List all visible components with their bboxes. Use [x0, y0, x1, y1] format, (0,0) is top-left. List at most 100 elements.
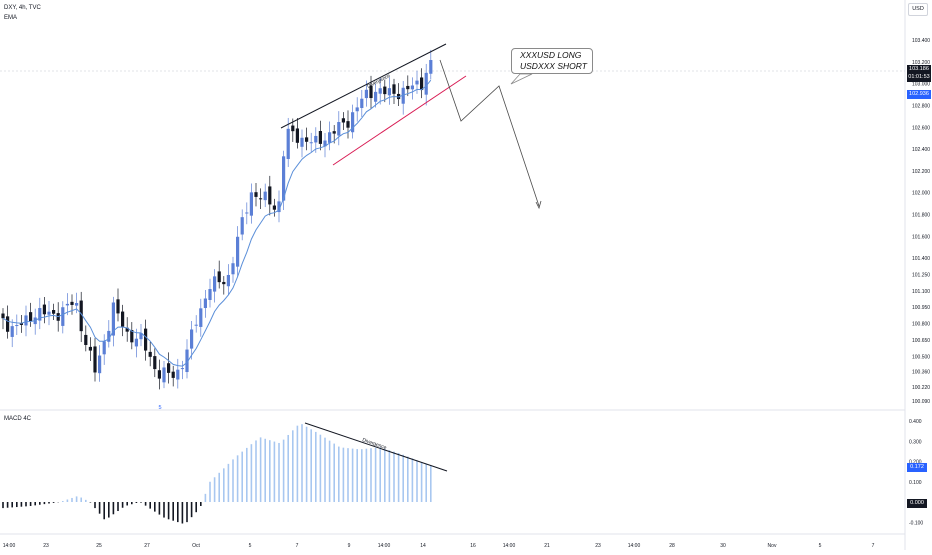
candle-down	[346, 121, 350, 128]
candle-up	[203, 298, 207, 308]
candle-down	[52, 310, 56, 314]
time-tick-label: 5	[819, 543, 822, 549]
callout-pointer	[510, 73, 533, 85]
candle-down	[88, 346, 92, 351]
time-tick-label: 23	[43, 543, 49, 549]
candle-up	[282, 156, 286, 201]
time-tick-label: 5	[249, 543, 252, 549]
candle-up	[139, 333, 143, 340]
candle-up	[328, 132, 332, 143]
candle-down	[259, 198, 263, 200]
candle-up	[162, 367, 166, 383]
candle-down	[70, 301, 74, 305]
candle-down	[268, 186, 272, 205]
price-tick-label: 102.600	[912, 125, 930, 131]
candle-down	[291, 125, 295, 132]
candle-down	[332, 131, 336, 134]
candle-up	[351, 112, 355, 133]
time-tick-label: 9	[348, 543, 351, 549]
candle-up	[314, 135, 318, 143]
candle-up	[61, 307, 65, 326]
candle-down	[125, 327, 129, 332]
candle-up	[337, 122, 341, 136]
candle-down	[84, 334, 88, 345]
divergence-trendline-macd	[304, 422, 448, 472]
day-marker-label: 5	[158, 405, 161, 411]
price-tick-label: 102.000	[912, 191, 930, 197]
candle-down	[121, 311, 125, 327]
trade-note-line-2: USDXXX SHORT	[520, 61, 587, 71]
candle-up	[374, 91, 378, 102]
candle-down	[116, 299, 120, 314]
candle-up	[249, 192, 253, 216]
time-tick-label: 30	[720, 543, 726, 549]
candle-up	[185, 349, 189, 373]
candle-down	[167, 363, 171, 373]
candle-down	[406, 85, 410, 90]
candle-up	[194, 324, 198, 326]
candle-up	[231, 263, 235, 275]
candle-down	[79, 300, 83, 332]
candle-up	[355, 107, 359, 112]
candle-down	[392, 84, 396, 94]
last-price-label: 103.186 01:01:53	[907, 65, 931, 82]
candle-up	[47, 311, 51, 315]
rising-support-trendline	[332, 75, 467, 166]
candle-down	[148, 351, 152, 357]
candle-down	[254, 192, 258, 197]
candle-up	[263, 191, 267, 201]
candle-up	[65, 303, 69, 306]
candle-down	[144, 328, 148, 351]
price-tick-label: 100.500	[912, 354, 930, 360]
currency-badge[interactable]: USD	[908, 3, 928, 16]
candle-up	[415, 80, 419, 85]
divergence-label-macd: Divergence	[361, 437, 387, 451]
candle-down	[171, 371, 175, 378]
candle-down	[1, 313, 5, 319]
ema-indicator-label[interactable]: EMA	[4, 15, 18, 21]
time-tick-label: 21	[544, 543, 550, 549]
time-tick-label: 14	[420, 543, 426, 549]
macd-indicator-label[interactable]: MACD 4C	[4, 416, 32, 422]
candle-up	[309, 142, 313, 144]
candle-up	[98, 355, 102, 374]
candle-up	[300, 137, 304, 147]
trade-note-line-1: XXXUSD LONG	[520, 50, 582, 60]
price-tick-label: 102.400	[912, 147, 930, 153]
time-tick-label: 14:00	[378, 543, 391, 549]
time-tick-label: 14:00	[628, 543, 641, 549]
candle-up	[213, 276, 217, 292]
time-tick-label: Nov	[768, 543, 777, 549]
time-tick-label: Oct	[192, 543, 200, 549]
candle-down	[420, 77, 424, 91]
projected-arrow-head	[535, 200, 542, 210]
divergence-trendline-price	[280, 43, 447, 129]
time-tick-label: 27	[144, 543, 150, 549]
trade-note-callout: XXXUSD LONG USDXXX SHORT	[511, 48, 593, 74]
countdown-timer: 01:01:53	[908, 74, 930, 80]
macd-bars-group	[2, 424, 432, 524]
candle-down	[318, 131, 322, 144]
candle-down	[29, 312, 33, 322]
candle-down	[157, 370, 161, 379]
time-tick-label: 23	[595, 543, 601, 549]
candle-up	[410, 85, 414, 90]
price-tick-label: 100.650	[912, 338, 930, 344]
price-tick-label: 103.200	[912, 60, 930, 66]
symbol-title[interactable]: DXY, 4h, TVC	[4, 5, 41, 11]
candle-up	[111, 302, 115, 336]
time-tick-label: 25	[96, 543, 102, 549]
price-tick-label: 102.800	[912, 103, 930, 109]
price-tick-label: 100.090	[912, 399, 930, 405]
candle-up	[176, 369, 180, 380]
candle-up	[38, 308, 42, 321]
ema-line	[2, 79, 432, 367]
price-tick-label: 101.250	[912, 272, 930, 278]
price-tick-label: 101.100	[912, 289, 930, 295]
price-tick-label: 100.220	[912, 385, 930, 391]
price-tick-label: 101.800	[912, 213, 930, 219]
candle-up	[102, 341, 106, 355]
candle-up	[387, 88, 391, 96]
